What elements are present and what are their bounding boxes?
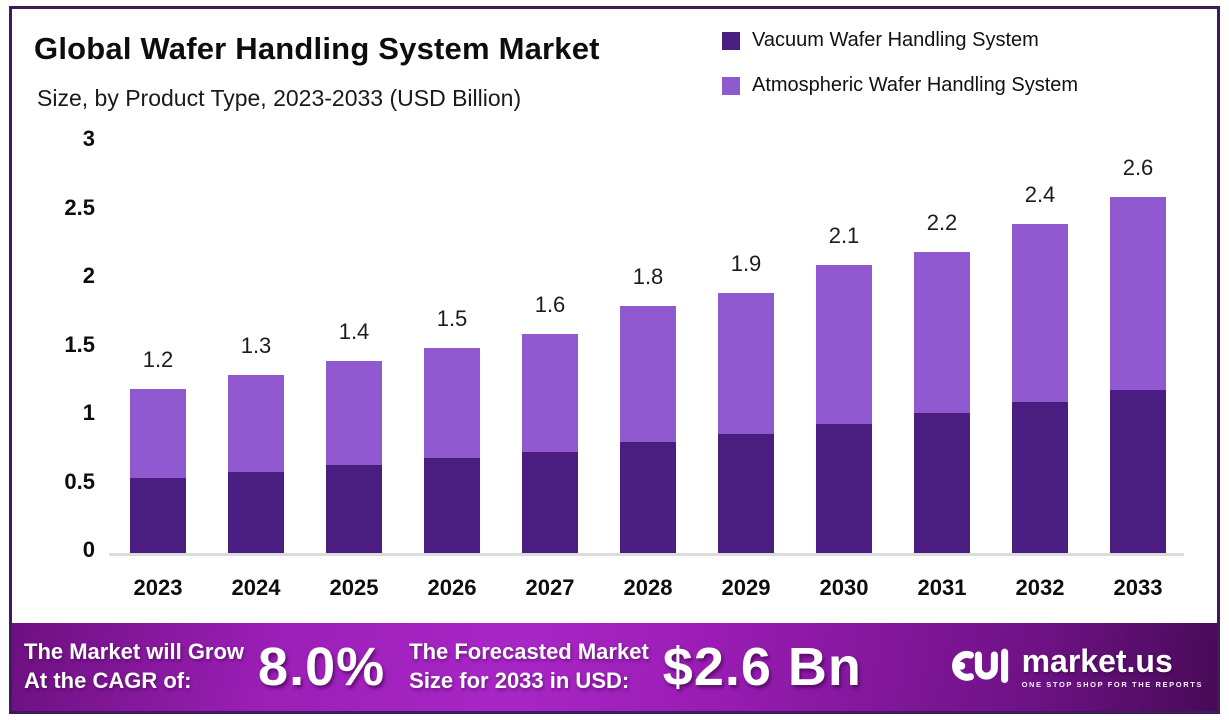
bar-segment-vacuum-2026 <box>424 458 480 553</box>
x-axis-label-2028: 2028 <box>623 575 673 600</box>
forecast-intro-line2: Size for 2033 in USD: <box>409 668 630 693</box>
brand-text: market.us ONE STOP SHOP FOR THE REPORTS <box>1022 645 1203 689</box>
bar-total-label-2031: 2.2 <box>926 209 958 235</box>
bar-group-2029 <box>718 292 774 553</box>
bar-group-2027 <box>522 333 578 553</box>
chart-subtitle: Size, by Product Type, 2023-2033 (USD Bi… <box>37 85 522 111</box>
bar-total-label-2030: 2.1 <box>828 223 860 249</box>
x-axis-label-2032: 2032 <box>1015 575 1065 600</box>
brand-name: market.us <box>1021 643 1173 679</box>
bar-segment-atmospheric-2033 <box>1110 196 1166 390</box>
bar-group-2023 <box>130 388 186 553</box>
bar-total-label-2025: 1.4 <box>338 319 370 345</box>
brand-tagline: ONE STOP SHOP FOR THE REPORTS <box>1021 680 1203 689</box>
footer-banner: The Market will Grow At the CAGR of: 8.0… <box>12 623 1217 711</box>
bar-segment-atmospheric-2026 <box>424 347 480 459</box>
x-axis-label-2023: 2023 <box>133 575 183 600</box>
bar-group-2033 <box>1110 196 1166 553</box>
bar-segment-atmospheric-2024 <box>228 374 284 473</box>
bar-segment-vacuum-2024 <box>228 472 284 553</box>
y-axis-tick-label: 3 <box>82 126 95 151</box>
legend-label-vacuum: Vacuum Wafer Handling System <box>752 29 1039 51</box>
y-axis-tick-label: 2.5 <box>64 194 95 220</box>
vacuum-swatch-icon <box>722 31 740 50</box>
legend: Vacuum Wafer Handling System Atmospheric… <box>722 29 1078 119</box>
forecast-intro-text: The Forecasted Market Size for 2033 in U… <box>409 638 649 695</box>
bar-total-label-2033: 2.6 <box>1122 154 1154 180</box>
y-axis-tick-label: 2 <box>82 263 95 288</box>
legend-item-atmospheric: Atmospheric Wafer Handling System <box>722 74 1078 97</box>
bar-total-label-2024: 1.3 <box>240 332 272 358</box>
bar-segment-vacuum-2033 <box>1110 389 1166 553</box>
bar-group-2030 <box>816 265 872 553</box>
bar-group-2025 <box>326 361 382 553</box>
bar-total-label-2028: 1.8 <box>632 264 664 290</box>
x-axis-label-2026: 2026 <box>427 575 477 600</box>
bar-segment-vacuum-2023 <box>130 477 186 553</box>
bar-total-label-2026: 1.5 <box>436 305 468 331</box>
plot-area: 0 0.5 1 1.5 2 2.5 3 1.2 2023 1.3 2024 1.4 2025 1.5 202… <box>12 9 1217 711</box>
cagr-intro-line1: The Market will Grow <box>24 639 245 665</box>
bar-segment-atmospheric-2028 <box>620 306 676 443</box>
cagr-intro-line2: At the CAGR of: <box>24 668 192 693</box>
cagr-intro-text: The Market will Grow At the CAGR of: <box>24 638 244 695</box>
bar-segment-vacuum-2031 <box>914 413 970 553</box>
bar-segment-atmospheric-2031 <box>914 251 970 414</box>
bar-segment-vacuum-2030 <box>816 424 872 553</box>
chart-title: Global Wafer Handling System Market <box>34 31 600 66</box>
bar-segment-atmospheric-2032 <box>1012 224 1068 403</box>
bar-segment-atmospheric-2030 <box>816 265 872 425</box>
bar-segment-atmospheric-2027 <box>522 333 578 452</box>
bar-group-2031 <box>914 251 970 553</box>
y-axis-tick-label: 0 <box>82 537 95 562</box>
y-axis-tick-label: 1.5 <box>64 331 95 357</box>
y-axis-tick-label: 1 <box>82 400 95 425</box>
legend-label-atmospheric: Atmospheric Wafer Handling System <box>752 74 1079 96</box>
bar-segment-atmospheric-2023 <box>130 388 186 478</box>
bar-segment-vacuum-2025 <box>326 465 382 553</box>
y-axis-tick-label: 0.5 <box>64 468 95 494</box>
x-axis-label-2030: 2030 <box>819 575 869 600</box>
bar-segment-vacuum-2027 <box>522 451 578 553</box>
x-axis-label-2029: 2029 <box>721 575 771 600</box>
x-axis-label-2033: 2033 <box>1113 575 1163 600</box>
bar-segment-atmospheric-2025 <box>326 361 382 466</box>
forecast-intro-line1: The Forecasted Market <box>409 639 649 665</box>
atmospheric-swatch-icon <box>722 76 740 95</box>
bar-segment-atmospheric-2029 <box>718 292 774 434</box>
bar-total-label-2023: 1.2 <box>142 346 174 372</box>
bar-group-2028 <box>620 306 676 553</box>
bar-segment-vacuum-2028 <box>620 442 676 553</box>
bar-segment-vacuum-2029 <box>718 433 774 553</box>
cagr-value: 8.0% <box>258 637 386 697</box>
legend-item-vacuum: Vacuum Wafer Handling System <box>722 29 1078 52</box>
bar-group-2032 <box>1012 224 1068 553</box>
bar-total-label-2029: 1.9 <box>730 250 762 276</box>
bar-total-label-2032: 2.4 <box>1024 182 1056 208</box>
bar-group-2026 <box>424 347 480 554</box>
bar-segment-vacuum-2032 <box>1012 402 1068 553</box>
chart-frame: Global Wafer Handling System Market Size… <box>9 6 1220 714</box>
bar-total-label-2027: 1.6 <box>534 291 566 317</box>
x-axis-label-2027: 2027 <box>525 575 575 600</box>
bar-group-2024 <box>228 374 284 553</box>
brand-block: market.us ONE STOP SHOP FOR THE REPORTS <box>946 644 1203 690</box>
x-axis-label-2025: 2025 <box>329 575 379 600</box>
x-axis-label-2024: 2024 <box>231 575 281 600</box>
x-axis-line <box>109 553 1184 556</box>
marketus-logo-icon <box>951 648 1008 684</box>
x-axis-label-2031: 2031 <box>917 575 967 600</box>
forecast-value: $2.6 Bn <box>662 637 862 697</box>
